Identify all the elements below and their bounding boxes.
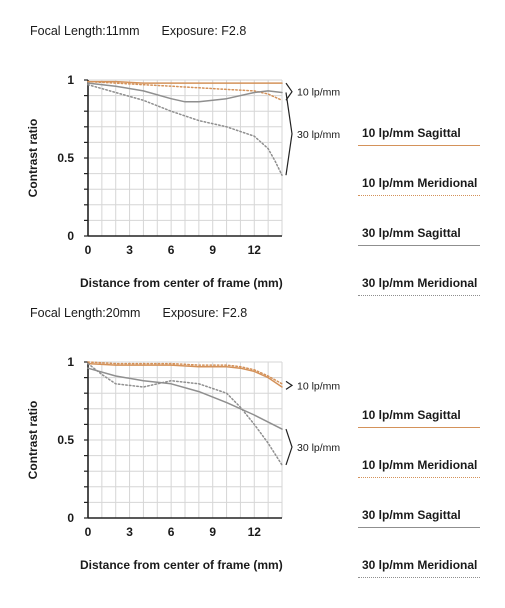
series-line-30-lp-mm-meridional xyxy=(87,83,283,176)
legend-label: 10 lp/mm Meridional xyxy=(362,176,478,190)
x-tick-label: 3 xyxy=(126,243,133,257)
legend: 10 lp/mm Sagittal 10 lp/mm Meridional 30… xyxy=(358,408,480,608)
group-10-lp-annotation: 10 lp/mm xyxy=(297,87,340,99)
group-10-lp-annotation: 10 lp/mm xyxy=(297,380,340,392)
y-tick-label: 1 xyxy=(67,73,74,87)
chart-caption: Focal Length:11mm Exposure: F2.8 xyxy=(30,24,246,38)
legend-label: 30 lp/mm Meridional xyxy=(362,558,478,572)
legend-swatch xyxy=(358,245,480,246)
series-line-30-lp-mm-sagittal xyxy=(87,82,283,103)
y-tick-label: 0 xyxy=(67,511,74,525)
legend-label: 10 lp/mm Sagittal xyxy=(362,126,461,140)
chart-title: Focal Length:20mm xyxy=(30,306,141,320)
legend-swatch xyxy=(358,145,480,146)
group-10-lp-bracket xyxy=(285,380,294,390)
x-tick-label: 0 xyxy=(85,525,92,539)
x-tick-label: 9 xyxy=(209,243,216,257)
group-30-lp-bracket xyxy=(285,428,293,466)
legend-label: 10 lp/mm Meridional xyxy=(362,458,478,472)
legend-label: 30 lp/mm Sagittal xyxy=(362,508,461,522)
chart-subtitle: Exposure: F2.8 xyxy=(161,24,247,38)
legend-item-30-sagittal: 30 lp/mm Sagittal xyxy=(358,226,480,276)
chart-caption: Focal Length:20mm Exposure: F2.8 xyxy=(30,306,247,320)
series-line-30-lp-mm-meridional xyxy=(87,362,283,466)
legend-swatch xyxy=(358,427,480,428)
legend-item-30-meridional: 30 lp/mm Meridional xyxy=(358,276,480,326)
y-tick-label: 0.5 xyxy=(57,433,74,447)
y-tick-label: 0.5 xyxy=(57,151,74,165)
chart-title: Focal Length:11mm xyxy=(30,24,140,38)
group-30-lp-annotation: 30 lp/mm xyxy=(297,442,340,454)
x-axis-label: Distance from center of frame (mm) xyxy=(80,558,283,572)
legend-item-30-meridional: 30 lp/mm Meridional xyxy=(358,558,480,608)
legend-item-10-meridional: 10 lp/mm Meridional xyxy=(358,458,480,508)
legend-swatch xyxy=(358,527,480,528)
x-tick-label: 0 xyxy=(85,243,92,257)
series-line-10-lp-mm-meridional xyxy=(87,361,283,385)
mtf-chart-panel-1: Focal Length:11mm Exposure: F2.8 Contrast… xyxy=(0,0,505,300)
legend-swatch xyxy=(358,195,480,196)
mtf-plot: 0 3 6 9 12 0 0.5 1 10 lp/mm 30 lp/mm xyxy=(57,73,340,257)
legend-label: 30 lp/mm Sagittal xyxy=(362,226,461,240)
x-tick-label: 12 xyxy=(248,525,262,539)
legend-item-10-sagittal: 10 lp/mm Sagittal xyxy=(358,126,480,176)
x-axis-label: Distance from center of frame (mm) xyxy=(80,276,283,290)
legend-label: 30 lp/mm Meridional xyxy=(362,276,478,290)
legend-swatch xyxy=(358,477,480,478)
y-tick-label: 0 xyxy=(67,229,74,243)
legend-item-30-sagittal: 30 lp/mm Sagittal xyxy=(358,508,480,558)
series-line-10-lp-mm-meridional xyxy=(87,80,283,102)
x-tick-label: 6 xyxy=(168,243,175,257)
x-tick-label: 12 xyxy=(248,243,262,257)
legend-item-10-meridional: 10 lp/mm Meridional xyxy=(358,176,480,226)
group-30-lp-bracket xyxy=(285,92,293,176)
mtf-chart-panel-2: Focal Length:20mm Exposure: F2.8 Contrast… xyxy=(0,282,505,582)
chart-subtitle: Exposure: F2.8 xyxy=(162,306,248,320)
group-30-lp-annotation: 30 lp/mm xyxy=(297,129,340,141)
series-line-10-lp-mm-sagittal xyxy=(87,80,283,84)
legend-label: 10 lp/mm Sagittal xyxy=(362,408,461,422)
legend: 10 lp/mm Sagittal 10 lp/mm Meridional 30… xyxy=(358,126,480,326)
legend-item-10-sagittal: 10 lp/mm Sagittal xyxy=(358,408,480,458)
series-line-30-lp-mm-sagittal xyxy=(87,367,283,430)
x-tick-label: 9 xyxy=(209,525,216,539)
y-tick-label: 1 xyxy=(67,355,74,369)
series-line-10-lp-mm-sagittal xyxy=(87,362,283,388)
x-tick-label: 6 xyxy=(168,525,175,539)
legend-swatch xyxy=(358,577,480,578)
mtf-plot: 0 3 6 9 12 0 0.5 1 10 lp/mm 30 lp/mm xyxy=(57,355,340,539)
group-10-lp-bracket xyxy=(285,82,293,101)
x-tick-label: 3 xyxy=(126,525,133,539)
legend-swatch xyxy=(358,295,480,296)
